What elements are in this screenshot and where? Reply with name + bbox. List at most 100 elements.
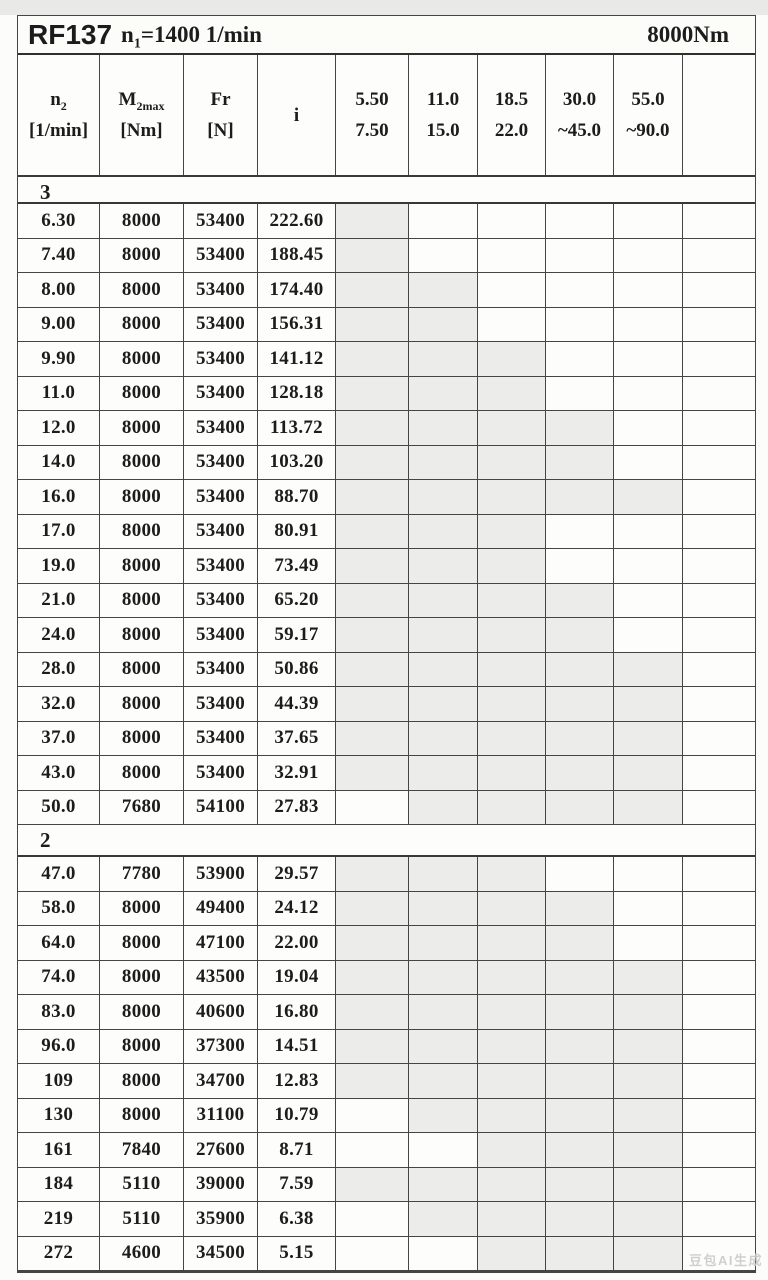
cell-fr: 34500 xyxy=(184,1236,258,1270)
cell-n2: 6.30 xyxy=(18,204,100,238)
header-cell-n2: n2 [1/min] xyxy=(18,55,100,175)
cell-fr: 34700 xyxy=(184,1064,258,1098)
power-range-top: 11.0 xyxy=(426,89,460,110)
power-cell-available xyxy=(409,652,478,686)
power-range-top: 18.5 xyxy=(494,89,529,110)
power-cell-empty xyxy=(336,1098,409,1132)
power-cell-empty xyxy=(683,960,755,994)
power-cell-empty xyxy=(683,1236,755,1270)
cell-fr: 40600 xyxy=(184,995,258,1029)
power-cell-available xyxy=(409,1029,478,1063)
header-cell-p185: 18.5 22.0 xyxy=(478,55,546,175)
header-cell-fr: Fr [N] xyxy=(184,55,258,175)
cell-fr: 53400 xyxy=(184,480,258,514)
power-cell-empty xyxy=(683,549,755,583)
table-row: 43.0 8000 53400 32.91 xyxy=(18,756,755,791)
power-cell-available xyxy=(409,857,478,891)
power-cell-available xyxy=(336,1029,409,1063)
power-cell-available xyxy=(336,411,409,445)
power-cell-available xyxy=(409,618,478,652)
power-cell-empty xyxy=(683,756,755,790)
table-row: 28.0 8000 53400 50.86 xyxy=(18,652,755,687)
cell-m2max: 8000 xyxy=(100,480,184,514)
power-cell-empty xyxy=(683,1133,755,1167)
cell-n2: 11.0 xyxy=(18,376,100,410)
power-cell-empty xyxy=(546,857,614,891)
cell-i: 24.12 xyxy=(258,891,336,925)
power-cell-available xyxy=(478,721,546,755)
table-row: 8.00 8000 53400 174.40 xyxy=(18,273,755,308)
cell-n2: 14.0 xyxy=(18,445,100,479)
cell-n2: 12.0 xyxy=(18,411,100,445)
power-cell-available xyxy=(409,891,478,925)
cell-m2max: 5110 xyxy=(100,1167,184,1201)
power-cell-available xyxy=(478,926,546,960)
header-cell-p55b: 55.0 ~90.0 xyxy=(614,55,683,175)
cell-n2: 184 xyxy=(18,1167,100,1201)
table-row: 21.0 8000 53400 65.20 xyxy=(18,583,755,618)
power-cell-available xyxy=(614,480,683,514)
power-cell-available xyxy=(546,618,614,652)
power-cell-available xyxy=(478,1202,546,1236)
header-cell-i: i xyxy=(258,55,336,175)
power-cell-available xyxy=(409,687,478,721)
cell-i: 59.17 xyxy=(258,618,336,652)
power-cell-available xyxy=(478,790,546,824)
power-cell-available xyxy=(409,411,478,445)
power-cell-available xyxy=(546,1133,614,1167)
section-label-row: 3 xyxy=(18,177,755,204)
cell-fr: 35900 xyxy=(184,1202,258,1236)
cell-fr: 54100 xyxy=(184,790,258,824)
power-cell-empty xyxy=(683,1167,755,1201)
table-row: 19.0 8000 53400 73.49 xyxy=(18,549,755,584)
power-cell-available xyxy=(336,926,409,960)
cell-n2: 19.0 xyxy=(18,549,100,583)
cell-n2: 32.0 xyxy=(18,687,100,721)
cell-n2: 43.0 xyxy=(18,756,100,790)
power-range-top: 55.0 xyxy=(631,89,665,110)
power-cell-empty xyxy=(546,273,614,307)
power-cell-empty xyxy=(683,891,755,925)
cell-n2: 96.0 xyxy=(18,1029,100,1063)
stage-count-label: 3 xyxy=(40,180,51,204)
cell-m2max: 8000 xyxy=(100,376,184,410)
cell-i: 222.60 xyxy=(258,204,336,238)
model-code: RF137 xyxy=(28,18,113,50)
power-cell-available xyxy=(336,342,409,376)
power-cell-available xyxy=(546,721,614,755)
table-row: 83.0 8000 40600 16.80 xyxy=(18,995,755,1030)
cell-m2max: 8000 xyxy=(100,926,184,960)
power-cell-available xyxy=(614,1202,683,1236)
power-cell-empty xyxy=(478,204,546,238)
power-cell-empty xyxy=(409,238,478,272)
power-cell-empty xyxy=(614,238,683,272)
power-cell-available xyxy=(409,307,478,341)
cell-m2max: 8000 xyxy=(100,583,184,617)
power-cell-empty xyxy=(614,445,683,479)
power-cell-available xyxy=(478,445,546,479)
cell-fr: 53400 xyxy=(184,411,258,445)
power-cell-available xyxy=(614,995,683,1029)
power-cell-available xyxy=(546,583,614,617)
cell-n2: 37.0 xyxy=(18,721,100,755)
section-label-row: 2 xyxy=(18,825,755,857)
power-cell-empty xyxy=(614,618,683,652)
power-cell-empty xyxy=(683,342,755,376)
cell-i: 12.83 xyxy=(258,1064,336,1098)
cell-i: 7.59 xyxy=(258,1167,336,1201)
cell-fr: 53400 xyxy=(184,307,258,341)
cell-fr: 53400 xyxy=(184,583,258,617)
power-cell-available xyxy=(336,995,409,1029)
cell-fr: 53400 xyxy=(184,273,258,307)
header-row: n2 [1/min] M2max [Nm] Fr [N] i 5.50 7.50 11.0 15.0… xyxy=(18,55,755,177)
cell-fr: 53400 xyxy=(184,652,258,686)
power-cell-empty xyxy=(683,857,755,891)
power-cell-available xyxy=(614,790,683,824)
cell-m2max: 8000 xyxy=(100,204,184,238)
power-cell-available xyxy=(614,652,683,686)
power-cell-available xyxy=(478,891,546,925)
power-range-bottom: ~45.0 xyxy=(557,120,602,141)
cell-fr: 53400 xyxy=(184,376,258,410)
table-row: 37.0 8000 53400 37.65 xyxy=(18,721,755,756)
cell-m2max: 8000 xyxy=(100,1098,184,1132)
